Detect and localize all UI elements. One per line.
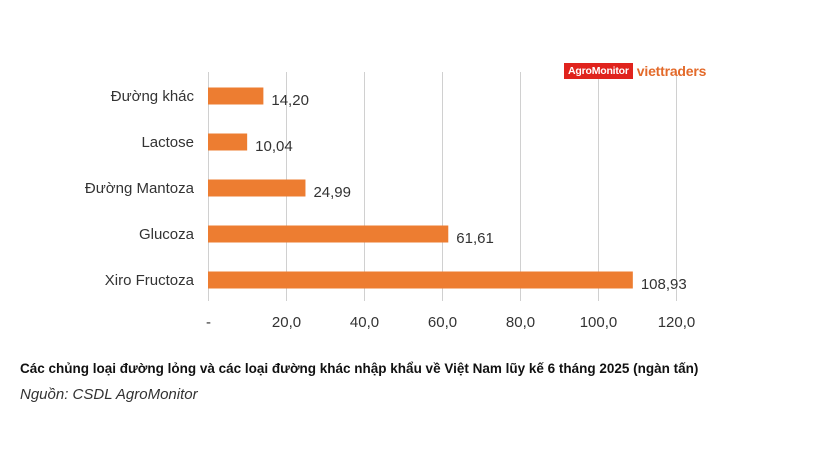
bar xyxy=(208,133,248,151)
category-label: Glucoza xyxy=(139,226,195,243)
bar xyxy=(208,87,264,105)
chart-caption: Các chủng loại đường lỏng và các loại đư… xyxy=(20,361,699,376)
bar xyxy=(208,225,449,243)
x-tick-label: 120,0 xyxy=(658,314,696,331)
category-label: Xiro Fructoza xyxy=(105,272,195,289)
bars xyxy=(208,87,633,289)
data-label: 61,61 xyxy=(456,230,494,247)
data-label: 10,04 xyxy=(255,138,293,155)
bar xyxy=(208,179,306,197)
chart-source: Nguồn: CSDL AgroMonitor xyxy=(20,386,198,403)
logo-agromonitor: AgroMonitor xyxy=(564,63,633,79)
data-label: 24,99 xyxy=(313,184,351,201)
bar-chart: Đường khác Lactose Đường Mantoza Glucoza Xir… xyxy=(85,72,695,331)
x-tick-label: 80,0 xyxy=(506,314,535,331)
category-label: Lactose xyxy=(141,134,194,151)
x-tick-label: 40,0 xyxy=(350,314,379,331)
data-labels: 14,20 10,04 24,99 61,61 108,93 xyxy=(255,92,687,293)
data-label: 108,93 xyxy=(641,276,687,293)
category-label: Đường Mantoza xyxy=(85,180,195,197)
x-tick-label: 60,0 xyxy=(428,314,457,331)
category-label: Đường khác xyxy=(111,88,195,105)
category-labels: Đường khác Lactose Đường Mantoza Glucoza Xir… xyxy=(85,88,195,289)
data-label: 14,20 xyxy=(271,92,309,109)
watermark-logo: AgroMonitor viettraders xyxy=(564,63,706,79)
logo-viettraders: viettraders xyxy=(636,63,707,79)
x-axis-tick-labels: - 20,0 40,0 60,0 80,0 100,0 120,0 xyxy=(206,314,695,331)
x-tick-label: 20,0 xyxy=(272,314,301,331)
x-tick-label: 100,0 xyxy=(580,314,618,331)
bar xyxy=(208,271,633,289)
grid-lines xyxy=(208,72,677,301)
x-tick-label: - xyxy=(206,314,211,331)
